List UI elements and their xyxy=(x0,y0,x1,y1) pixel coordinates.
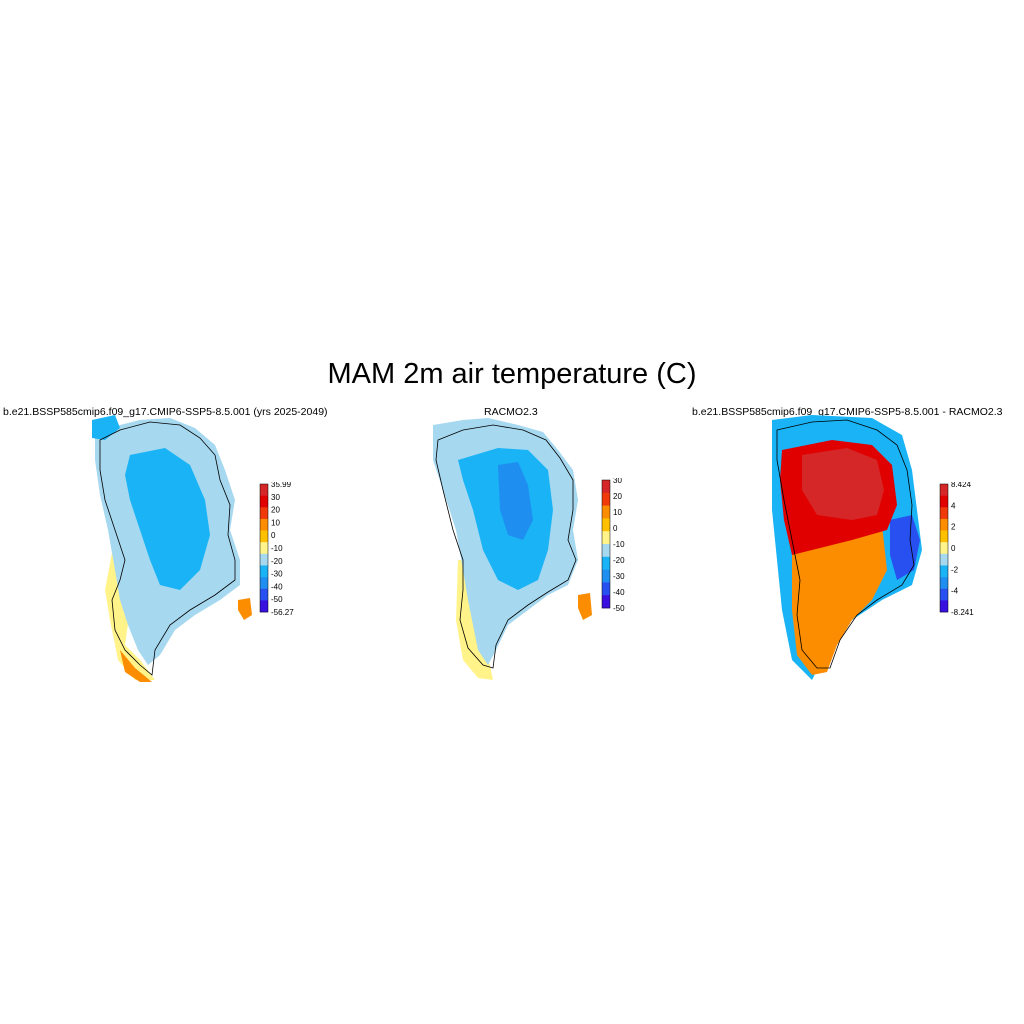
colorbar-tick-label: 20 xyxy=(271,506,280,515)
colorbar-tick-label: -2 xyxy=(951,565,959,574)
colorbar-swatch xyxy=(602,518,610,531)
map-panel-racmo: 30 20 10 0 -10 -20 -30 -40 -50 xyxy=(428,410,728,690)
colorbar-tick-label: -8.241 xyxy=(951,608,974,617)
figure-title: MAM 2m air temperature (C) xyxy=(0,356,1024,392)
colorbar-tick-label: 10 xyxy=(271,518,280,527)
colorbar-swatch xyxy=(260,565,268,577)
colorbar-model: 35.99 30 20 10 0 -10 -20 -30 -40 -50 -56.27 xyxy=(258,482,318,622)
colorbar-tick-label: -30 xyxy=(613,572,625,581)
colorbar-tick-label: -50 xyxy=(613,604,625,613)
colorbar-tick-label: -56.27 xyxy=(271,608,294,617)
colorbar-swatch xyxy=(602,544,610,557)
colorbar-tick-label: 30 xyxy=(271,493,280,502)
colorbar-swatch xyxy=(940,589,948,601)
colorbar-swatch xyxy=(940,496,948,508)
colorbar-tick-label: 0 xyxy=(271,531,276,540)
colorbar-tick-label: -20 xyxy=(271,557,283,566)
colorbar-swatch xyxy=(260,600,268,612)
colorbar-racmo: 30 20 10 0 -10 -20 -30 -40 -50 xyxy=(600,478,660,618)
colorbar-tick-label: -40 xyxy=(613,588,625,597)
colorbar-tick-label: -10 xyxy=(271,544,283,553)
colorbar-swatch xyxy=(602,531,610,544)
colorbar-swatch xyxy=(260,531,268,543)
colorbar-tick-label: 30 xyxy=(613,478,622,485)
colorbar-swatch xyxy=(260,519,268,531)
colorbar-swatch xyxy=(260,589,268,601)
colorbar-tick-label: 0 xyxy=(951,544,956,553)
colorbar-swatch xyxy=(940,519,948,531)
colorbar-swatch xyxy=(602,506,610,519)
colorbar-swatch xyxy=(940,600,948,612)
colorbar-swatch xyxy=(602,595,610,608)
colorbar-swatch xyxy=(940,554,948,566)
colorbar-swatch xyxy=(940,507,948,519)
colorbar-swatch xyxy=(602,557,610,570)
colorbar-tick-label: 8.424 xyxy=(951,482,972,489)
greenland-map-model xyxy=(80,410,380,690)
colorbar-swatch xyxy=(260,542,268,554)
east-island xyxy=(578,593,592,620)
colorbar-tick-label: 20 xyxy=(613,492,622,501)
colorbar-swatch xyxy=(940,484,948,496)
colorbar-tick-label: 4 xyxy=(951,501,956,510)
colorbar-tick-label: -40 xyxy=(271,582,283,591)
greenland-map-racmo xyxy=(428,410,728,690)
colorbar-swatch xyxy=(260,507,268,519)
colorbar-swatch xyxy=(602,582,610,595)
colorbar-swatch xyxy=(602,570,610,583)
difference-max-region xyxy=(802,448,884,520)
colorbar-tick-label: -10 xyxy=(613,540,625,549)
map-panel-diff: 8.424 4 2 0 -2 -4 -8.241 xyxy=(772,410,1024,690)
colorbar-diff: 8.424 4 2 0 -2 -4 -8.241 xyxy=(938,482,998,622)
colorbar-swatch xyxy=(260,577,268,589)
colorbar-tick-label: 35.99 xyxy=(271,482,292,489)
colorbar-swatch xyxy=(940,531,948,543)
colorbar-tick-label: 0 xyxy=(613,524,618,533)
map-panel-model: 35.99 30 20 10 0 -10 -20 -30 -40 -50 -56.27 xyxy=(80,410,380,690)
colorbar-swatch xyxy=(260,496,268,508)
colorbar-swatch xyxy=(260,484,268,496)
colorbar-tick-label: -20 xyxy=(613,556,625,565)
colorbar-tick-label: -30 xyxy=(271,570,283,579)
colorbar-swatch xyxy=(260,554,268,566)
colorbar-tick-label: -50 xyxy=(271,595,283,604)
colorbar-tick-label: -4 xyxy=(951,587,959,596)
colorbar-tick-label: 10 xyxy=(613,508,622,517)
colorbar-swatch xyxy=(940,542,948,554)
colorbar-swatch xyxy=(940,565,948,577)
colorbar-swatch xyxy=(940,577,948,589)
colorbar-swatch xyxy=(602,493,610,506)
colorbar-swatch xyxy=(602,480,610,493)
east-island xyxy=(238,598,252,620)
colorbar-tick-label: 2 xyxy=(951,523,956,532)
